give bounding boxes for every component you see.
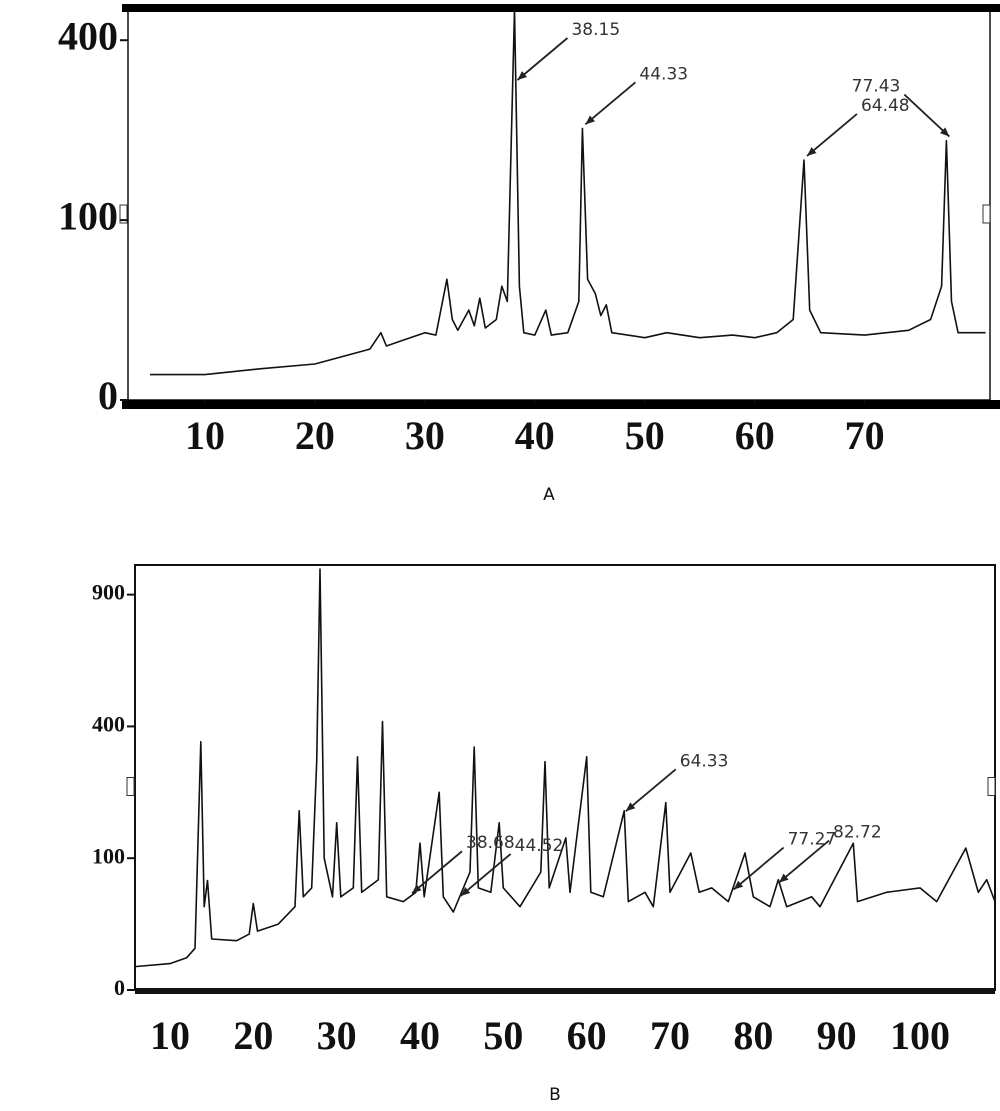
diffraction-line bbox=[150, 10, 986, 376]
plot-frame bbox=[127, 9, 991, 401]
annotation-arrow bbox=[733, 846, 785, 891]
arrow-head bbox=[806, 147, 817, 156]
x-tick-label: 50 bbox=[625, 413, 665, 458]
y-tick-label: 100 bbox=[92, 843, 125, 868]
x-tick-label: 40 bbox=[515, 413, 555, 458]
annotation-arrow bbox=[411, 850, 463, 894]
annotation-arrow bbox=[625, 768, 677, 812]
side-marker bbox=[126, 777, 135, 796]
caption: B bbox=[549, 1085, 561, 1105]
side-marker bbox=[119, 204, 128, 224]
diffraction-line bbox=[135, 568, 995, 968]
annotation-arrow bbox=[516, 37, 569, 81]
x-tick-label: 70 bbox=[845, 413, 885, 458]
arrow-head bbox=[585, 115, 595, 125]
x-tick-label: 40 bbox=[400, 1013, 440, 1058]
arrow-head bbox=[733, 880, 744, 890]
annotation-label: 44.33 bbox=[639, 64, 688, 84]
x-tick-label: 10 bbox=[150, 1013, 190, 1058]
bottom-bar bbox=[135, 988, 995, 994]
plot-frame bbox=[134, 564, 996, 991]
arrow-head bbox=[939, 127, 950, 137]
x-tick-label: 60 bbox=[735, 413, 775, 458]
arrow-head bbox=[625, 802, 636, 812]
arrow-head bbox=[517, 71, 528, 80]
side-marker bbox=[987, 777, 996, 796]
y-tick-label: 400 bbox=[58, 13, 118, 58]
x-tick-label: 50 bbox=[483, 1013, 523, 1058]
x-tick-label: 80 bbox=[733, 1013, 773, 1058]
x-tick-label: 90 bbox=[817, 1013, 857, 1058]
y-tick-label: 0 bbox=[114, 975, 125, 1000]
annotation-arrow bbox=[460, 853, 512, 897]
annotation-arrow bbox=[806, 113, 858, 157]
y-tick-label: 400 bbox=[92, 711, 125, 736]
x-tick-label: 70 bbox=[650, 1013, 690, 1058]
x-tick-label: 30 bbox=[405, 413, 445, 458]
annotation-label: 64.48 bbox=[861, 96, 910, 116]
annotation-label: 77.43 bbox=[852, 77, 901, 97]
annotation-label: 38.68 bbox=[466, 833, 515, 853]
x-tick-label: 20 bbox=[295, 413, 335, 458]
annotation-label: 82.72 bbox=[833, 823, 882, 843]
y-tick-label: 900 bbox=[92, 580, 125, 605]
x-tick-label: 60 bbox=[567, 1013, 607, 1058]
annotation-label: 77.27 bbox=[788, 830, 837, 850]
caption: A bbox=[543, 485, 555, 505]
arrow-head bbox=[779, 873, 789, 883]
annotation-label: 44.52 bbox=[515, 836, 564, 856]
x-tick-label: 30 bbox=[317, 1013, 357, 1058]
x-tick-label: 100 bbox=[890, 1013, 950, 1058]
y-tick-label: 0 bbox=[98, 373, 118, 418]
top-bar bbox=[122, 4, 1000, 12]
side-marker bbox=[982, 204, 991, 224]
annotation-label: 64.33 bbox=[680, 751, 729, 771]
annotation-arrow bbox=[778, 839, 830, 884]
y-tick-label: 100 bbox=[58, 193, 118, 238]
annotation-label: 38.15 bbox=[571, 20, 620, 40]
bottom-bar bbox=[122, 400, 1000, 409]
x-tick-label: 10 bbox=[185, 413, 225, 458]
arrow-head bbox=[412, 884, 422, 894]
annotation-arrow bbox=[584, 81, 636, 126]
annotation-arrow bbox=[903, 93, 950, 138]
arrow-head bbox=[460, 887, 471, 896]
x-tick-label: 20 bbox=[233, 1013, 273, 1058]
